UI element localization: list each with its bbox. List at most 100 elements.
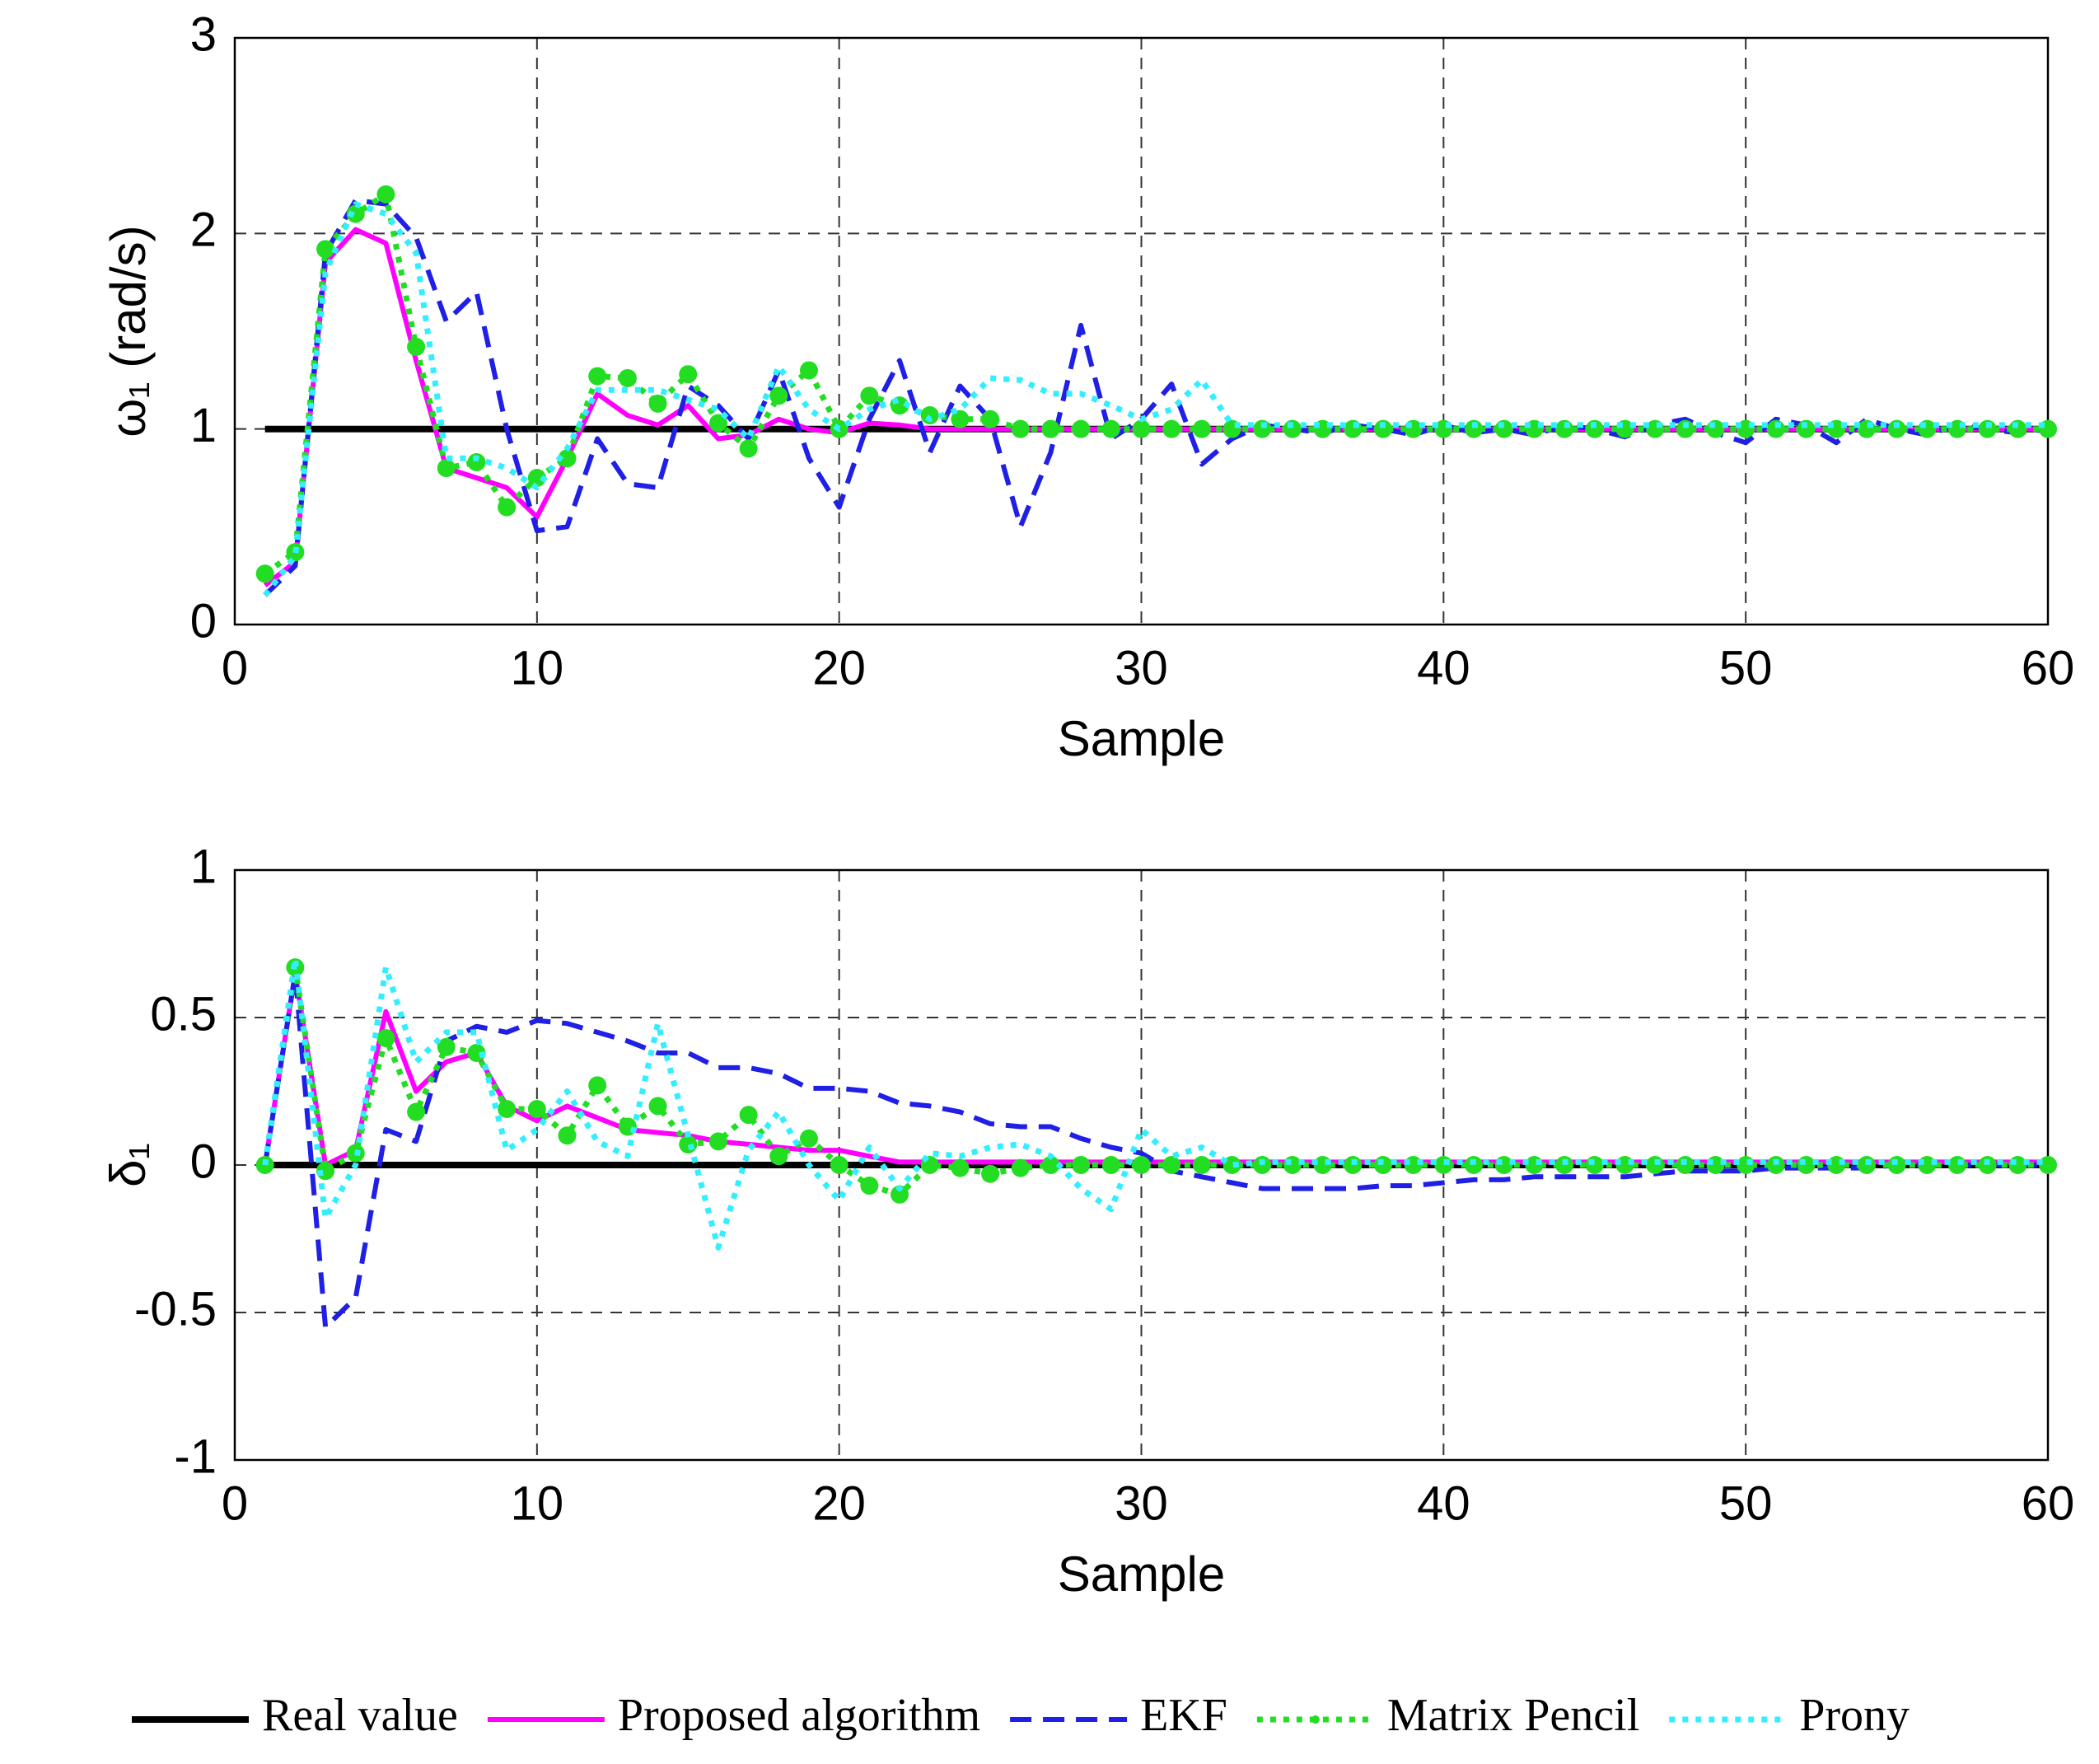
y-axis-label: δ₁ <box>101 1143 156 1187</box>
series-marker <box>860 386 879 405</box>
series-marker <box>739 1106 758 1125</box>
series-marker <box>1797 1156 1816 1174</box>
series-marker <box>255 1156 274 1174</box>
y-tick-label: -0.5 <box>134 1282 217 1336</box>
x-tick-label: 20 <box>812 1476 866 1530</box>
series-marker <box>769 386 788 405</box>
series-marker <box>860 1177 879 1195</box>
legend-label: Matrix Pencil <box>1387 1690 1639 1741</box>
series-marker <box>1555 1156 1574 1174</box>
series-marker <box>951 409 970 428</box>
y-tick-label: 1 <box>190 840 217 893</box>
series-marker <box>498 498 517 517</box>
series-marker <box>1465 419 1484 438</box>
series-marker <box>648 1097 667 1116</box>
series-marker <box>739 439 758 458</box>
y-tick-label: 2 <box>190 204 217 257</box>
series-marker <box>1344 419 1363 438</box>
x-tick-label: 30 <box>1115 641 1168 695</box>
x-axis-label: Sample <box>1058 711 1225 766</box>
series-marker <box>467 453 486 472</box>
series-marker <box>1373 419 1392 438</box>
series-marker <box>1101 419 1120 438</box>
series-marker <box>1585 1156 1604 1174</box>
series-marker <box>1373 1156 1392 1174</box>
series-marker <box>1132 1156 1151 1174</box>
plot-frame <box>233 36 2050 626</box>
series-marker <box>1344 1156 1363 1174</box>
series-marker <box>891 1185 909 1204</box>
series-marker <box>588 367 607 386</box>
series-marker <box>255 564 274 583</box>
series-marker <box>1615 1156 1634 1174</box>
series-marker <box>981 1164 1000 1183</box>
legend-label: Real value <box>262 1690 458 1741</box>
series-marker <box>1072 1156 1091 1174</box>
series-marker <box>981 409 1000 428</box>
x-tick-label: 0 <box>222 1476 248 1530</box>
series-marker <box>1887 1156 1906 1174</box>
series-line <box>262 971 2048 1167</box>
series-marker <box>407 337 426 356</box>
legend-label: Proposed algorithm <box>618 1690 980 1741</box>
series-marker <box>920 406 939 425</box>
series-marker <box>1404 1156 1423 1174</box>
series-marker <box>1283 1156 1302 1174</box>
x-tick-label: 40 <box>1417 641 1470 695</box>
series-marker <box>648 394 667 413</box>
series-marker <box>1041 419 1060 438</box>
series-marker <box>316 240 335 259</box>
series-line <box>262 971 2048 1330</box>
series-marker <box>437 459 456 478</box>
x-tick-label: 60 <box>2022 641 2075 695</box>
series-marker <box>346 204 365 223</box>
series-marker <box>1706 1156 1725 1174</box>
series-marker <box>1494 1156 1513 1174</box>
series-marker <box>1162 419 1181 438</box>
series-marker <box>679 1135 698 1153</box>
series-marker <box>376 1029 395 1048</box>
series-line <box>263 191 2048 577</box>
x-tick-label: 20 <box>812 641 866 695</box>
legend-label: EKF <box>1140 1690 1227 1741</box>
x-tick-label: 40 <box>1417 1476 1470 1530</box>
series-marker <box>1192 1156 1211 1174</box>
series-marker <box>951 1158 970 1177</box>
x-tick-label: 60 <box>2022 1476 2075 1530</box>
legend-marker <box>1311 1715 1320 1724</box>
series-marker <box>769 1147 788 1166</box>
y-tick-label: 0 <box>190 1135 217 1188</box>
series-marker <box>558 1126 577 1145</box>
series-marker <box>2008 1156 2027 1174</box>
series-marker <box>1827 1156 1846 1174</box>
series-marker <box>437 1037 456 1056</box>
series-marker <box>1766 1156 1785 1174</box>
series-line <box>262 201 2048 597</box>
series-marker <box>1978 419 1997 438</box>
y-tick-label: 0 <box>190 594 217 648</box>
series-line <box>263 227 2048 587</box>
series-marker <box>498 1099 517 1118</box>
series-marker <box>708 1132 727 1151</box>
series-marker <box>376 185 395 204</box>
series-marker <box>1978 1156 1997 1174</box>
x-tick-label: 10 <box>511 1476 564 1530</box>
x-tick-label: 30 <box>1115 1476 1168 1530</box>
series-marker <box>1676 419 1695 438</box>
series-marker <box>1253 1156 1272 1174</box>
series-marker <box>588 1076 607 1095</box>
series-marker <box>1132 419 1151 438</box>
series-marker <box>1918 1156 1937 1174</box>
series-marker <box>1192 419 1211 438</box>
series-marker <box>1646 1156 1665 1174</box>
series-marker <box>799 1129 818 1148</box>
series-line <box>262 955 2048 1251</box>
series-marker <box>1887 419 1906 438</box>
series-marker <box>1434 1156 1453 1174</box>
series-marker <box>1072 419 1091 438</box>
series-marker <box>1857 1156 1876 1174</box>
y-tick-label: 1 <box>190 399 217 452</box>
series-marker <box>708 414 727 433</box>
y-tick-label: 0.5 <box>150 987 217 1041</box>
